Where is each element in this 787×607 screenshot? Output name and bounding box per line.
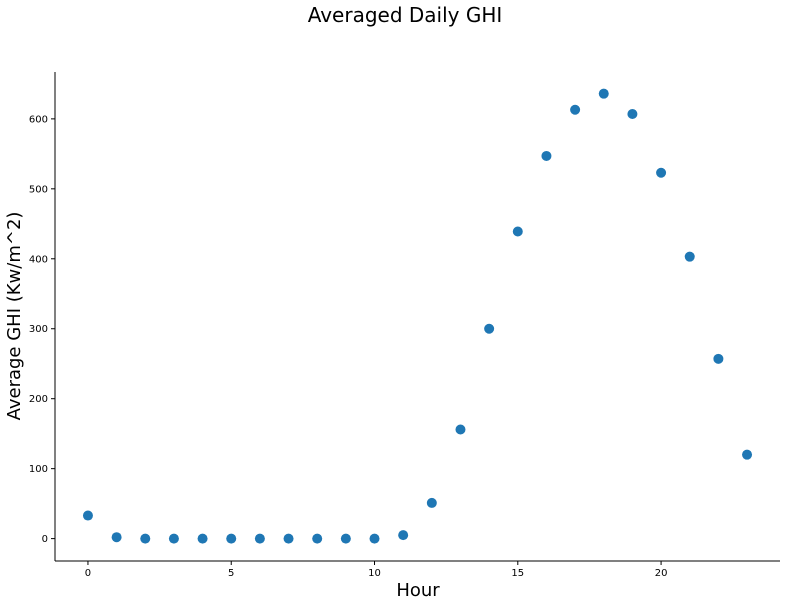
- x-tick-label: 5: [228, 568, 234, 579]
- y-tick-label: 400: [29, 254, 48, 265]
- data-point: [484, 323, 495, 334]
- y-tick-label: 0: [42, 534, 48, 545]
- data-point: [713, 353, 724, 364]
- chart-title: Averaged Daily GHI: [308, 3, 503, 27]
- y-ticks: 0 100 200 300 400 500 600: [29, 114, 55, 545]
- data-point: [398, 530, 409, 541]
- y-tick-label: 300: [29, 324, 48, 335]
- x-tick-label: 0: [85, 568, 91, 579]
- data-point: [168, 533, 179, 544]
- data-point: [570, 104, 581, 115]
- data-point: [541, 150, 552, 161]
- data-point: [312, 533, 323, 544]
- y-tick-label: 100: [29, 464, 48, 475]
- data-point: [369, 533, 380, 544]
- data-point: [226, 533, 237, 544]
- x-tick-label: 15: [511, 568, 524, 579]
- x-tick-label: 10: [368, 568, 381, 579]
- data-point: [512, 226, 523, 237]
- data-point: [340, 533, 351, 544]
- data-point: [254, 533, 265, 544]
- axes-spines: [54, 72, 780, 562]
- data-point: [197, 533, 208, 544]
- x-axis-label: Hour: [396, 580, 440, 601]
- y-axis-label: Average GHI (Kw/m^2): [4, 212, 25, 421]
- data-point: [598, 88, 609, 99]
- y-tick-label: 600: [29, 114, 48, 125]
- x-tick-label: 20: [655, 568, 668, 579]
- y-tick-label: 500: [29, 184, 48, 195]
- data-point: [742, 449, 753, 460]
- data-point: [455, 424, 466, 435]
- y-tick-label: 200: [29, 394, 48, 405]
- data-point: [684, 251, 695, 262]
- x-ticks: 0 5 10 15 20: [85, 561, 668, 579]
- data-point: [656, 167, 667, 178]
- data-points: [82, 88, 753, 544]
- data-point: [140, 533, 151, 544]
- data-point: [111, 532, 122, 543]
- data-point: [82, 510, 93, 521]
- data-point: [627, 108, 638, 119]
- data-point: [283, 533, 294, 544]
- data-point: [426, 497, 437, 508]
